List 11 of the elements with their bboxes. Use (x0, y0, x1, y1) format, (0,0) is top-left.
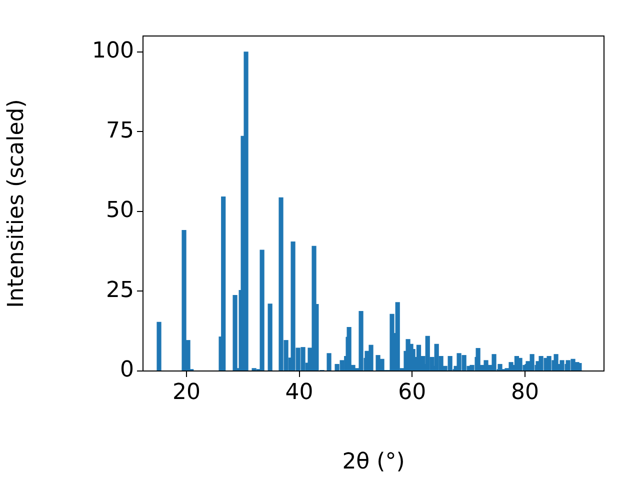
y-tick-label: 50 (106, 198, 134, 224)
y-tick-label: 0 (120, 358, 134, 383)
x-tick-label: 80 (511, 380, 540, 405)
x-axis-title: 2θ (°) (342, 450, 405, 475)
x-tick-label: 60 (398, 380, 426, 405)
x-tick-label: 20 (172, 380, 200, 405)
y-tick-label: 75 (106, 118, 134, 144)
y-tick-label: 100 (92, 38, 134, 64)
y-tick-label: 25 (106, 278, 134, 303)
x-tick-label: 40 (285, 380, 314, 405)
y-axis-title: Intensities (scaled) (4, 99, 29, 308)
